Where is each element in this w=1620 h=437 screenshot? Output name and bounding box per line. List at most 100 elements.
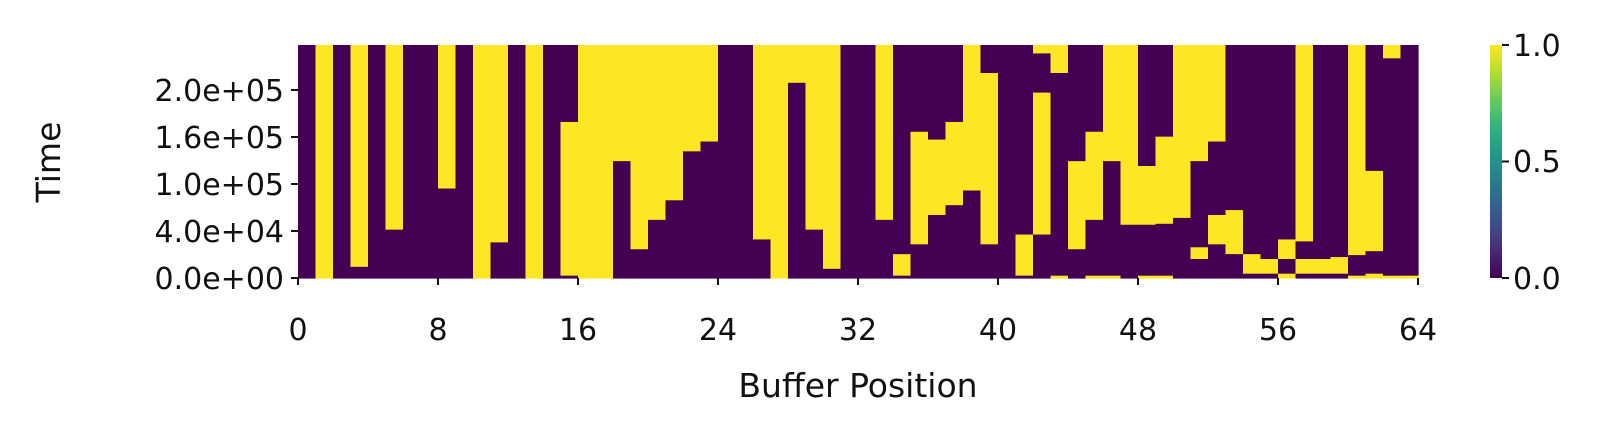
- heatmap-cell: [333, 45, 352, 279]
- heatmap-cell: [1365, 250, 1384, 274]
- heatmap-cell: [875, 219, 894, 279]
- heatmap-cell: [753, 238, 772, 279]
- heatmap-cell: [1208, 243, 1227, 279]
- heatmap-cell: [683, 150, 702, 279]
- heatmap-cell: [1278, 238, 1297, 260]
- heatmap-cell: [753, 45, 772, 240]
- heatmap-cell: [1243, 273, 1262, 279]
- heatmap-cell: [910, 45, 929, 132]
- heatmap-cell: [1295, 258, 1314, 274]
- heatmap-cell: [1033, 233, 1052, 279]
- colorbar: 0.0 0.5 1.0: [1490, 29, 1561, 297]
- heatmap-cell: [1225, 45, 1244, 211]
- heatmap-cell: [788, 45, 807, 83]
- heatmap-cell: [980, 72, 999, 245]
- heatmap-cell: [1120, 45, 1139, 225]
- heatmap-cell: [1365, 170, 1384, 252]
- heatmap-cell: [1033, 52, 1052, 93]
- heatmap-cell: [438, 45, 457, 189]
- heatmap-cell: [683, 45, 702, 152]
- heatmap-cell: [560, 275, 579, 279]
- heatmap-cell: [560, 45, 579, 122]
- heatmap-cell: [1085, 131, 1104, 220]
- colorbar-tick-label: 1.0: [1513, 29, 1561, 64]
- heatmap-cell: [1313, 258, 1332, 274]
- heatmap-cell: [875, 45, 894, 220]
- heatmap-cell: [945, 45, 964, 122]
- heatmap-cell: [980, 243, 999, 279]
- heatmap-cell: [613, 45, 632, 162]
- y-tick-label: 0.0e+00: [155, 262, 284, 297]
- heatmap-cell: [1155, 136, 1174, 224]
- heatmap-cell: [595, 45, 614, 279]
- heatmap-cell: [1085, 45, 1104, 132]
- heatmap-cell: [1278, 45, 1297, 240]
- x-tick-label: 56: [1259, 313, 1297, 348]
- heatmap-cell: [910, 243, 929, 279]
- x-tick-label: 24: [699, 313, 737, 348]
- heatmap-cell: [718, 45, 737, 279]
- heatmap-cell: [1365, 273, 1384, 279]
- heatmap-cell: [1295, 240, 1314, 260]
- heatmap-cell: [700, 45, 719, 142]
- heatmap-cell: [1120, 224, 1139, 279]
- heatmap-cell: [1243, 253, 1262, 274]
- heatmap-cell: [893, 253, 912, 276]
- heatmap-cell: [1173, 217, 1192, 279]
- heatmap-cell: [1383, 275, 1402, 279]
- heatmap-cell: [1383, 57, 1402, 276]
- heatmap-cell: [578, 45, 597, 279]
- heatmap-cell: [1330, 45, 1349, 258]
- heatmap-cell: [788, 82, 807, 279]
- heatmap-cell: [560, 121, 579, 276]
- heatmap-cell: [770, 45, 789, 279]
- heatmap-cell: [1015, 45, 1034, 235]
- heatmap-cell: [735, 45, 754, 279]
- y-tick-label: 2.0e+05: [155, 74, 284, 109]
- heatmap-cell: [1050, 72, 1069, 276]
- heatmap-cell: [613, 160, 632, 279]
- heatmap-cell: [1173, 45, 1192, 218]
- heatmap-cell: [893, 45, 912, 255]
- heatmap-cell: [1068, 160, 1087, 250]
- heatmap-cell: [1243, 45, 1262, 255]
- heatmap-cell: [928, 138, 947, 215]
- heatmap-cell: [1208, 214, 1227, 245]
- heatmap-cell: [1190, 246, 1209, 260]
- heatmap-cell: [1278, 258, 1297, 274]
- heatmap-cell: [1190, 258, 1209, 279]
- heatmap-cell: [1138, 45, 1157, 167]
- colorbar-gradient: [1490, 45, 1502, 278]
- heatmap-cell: [438, 187, 457, 279]
- heatmap-cell: [648, 45, 667, 220]
- heatmap-cell: [1260, 45, 1279, 260]
- heatmap-cell: [315, 45, 334, 279]
- heatmap-cell: [1138, 224, 1157, 276]
- x-axis: 0 8 16 24 32 40 48 56 64: [288, 278, 1437, 348]
- x-tick-label: 48: [1119, 313, 1157, 348]
- heatmap-cell: [1068, 248, 1087, 279]
- heatmap-cell: [893, 275, 912, 279]
- y-axis: 0.0e+00 4.0e+04 1.0e+05 1.6e+05 2.0e+05: [155, 74, 298, 297]
- heatmap-cell: [998, 45, 1017, 279]
- heatmap-cell: [298, 45, 317, 279]
- heatmap-cell: [840, 45, 859, 279]
- heatmap-cell: [1348, 275, 1367, 279]
- heatmap-cell: [1155, 275, 1174, 279]
- heatmap-cell: [1365, 45, 1384, 171]
- heatmap-cell: [1190, 45, 1209, 162]
- heatmap-cell: [368, 45, 387, 279]
- heatmap-cell: [1033, 91, 1052, 235]
- heatmap-cell: [648, 219, 667, 279]
- heatmap-cell: [473, 45, 492, 279]
- heatmap-cell: [963, 189, 982, 279]
- heatmap-cell: [805, 229, 824, 279]
- heatmap-cell: [1225, 209, 1244, 255]
- heatmap-cell: [1295, 273, 1314, 279]
- heatmap-cell: [630, 248, 649, 279]
- y-tick-label: 1.0e+05: [155, 168, 284, 203]
- heatmap-cell: [350, 45, 369, 267]
- heatmap-cell: [490, 241, 509, 279]
- heatmap-cells: [298, 45, 1419, 279]
